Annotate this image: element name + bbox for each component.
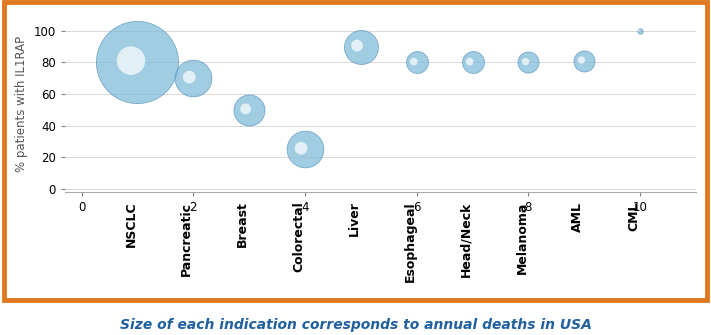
- Point: [299, 147, 311, 152]
- Point: [523, 60, 534, 65]
- Text: Pancreatic: Pancreatic: [181, 202, 193, 276]
- Text: Breast: Breast: [236, 202, 249, 248]
- Point: [576, 57, 587, 63]
- Text: CML: CML: [627, 202, 640, 231]
- Point: [183, 74, 195, 80]
- Point: [125, 58, 137, 63]
- Point: [188, 76, 199, 81]
- Point: [520, 59, 531, 64]
- Point: [356, 44, 367, 49]
- Point: [295, 146, 306, 151]
- Y-axis label: % patients with IL1RAP: % patients with IL1RAP: [15, 36, 28, 172]
- Point: [411, 60, 422, 65]
- Point: [132, 60, 143, 65]
- Point: [634, 28, 645, 33]
- Point: [464, 59, 476, 64]
- Point: [351, 43, 363, 48]
- Point: [467, 60, 479, 65]
- Text: Esophageal: Esophageal: [404, 202, 417, 282]
- Text: Liver: Liver: [348, 202, 361, 237]
- Point: [634, 28, 646, 34]
- Point: [579, 58, 590, 64]
- Text: NSCLC: NSCLC: [124, 202, 137, 247]
- Text: AML: AML: [572, 202, 584, 231]
- Text: Head/Neck: Head/Neck: [459, 202, 473, 277]
- Text: Melanoma: Melanoma: [515, 202, 528, 274]
- Point: [240, 106, 251, 112]
- Point: [408, 59, 419, 64]
- Text: Size of each indication corresponds to annual deaths in USA: Size of each indication corresponds to a…: [119, 318, 592, 332]
- Text: Colorectal: Colorectal: [292, 202, 305, 272]
- Point: [243, 107, 255, 113]
